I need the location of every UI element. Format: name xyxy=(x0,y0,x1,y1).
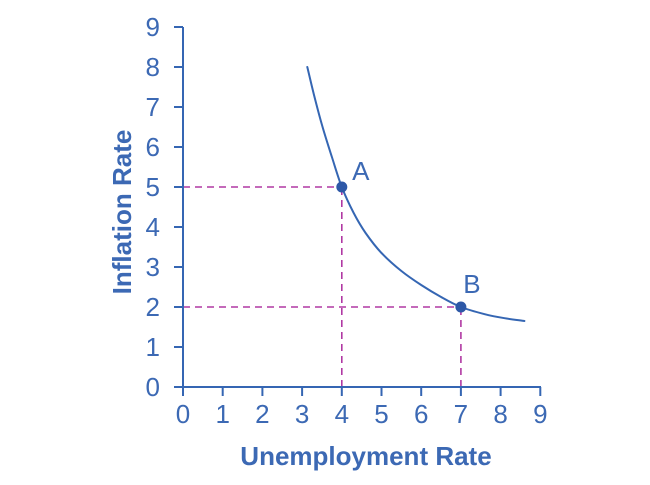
x-tick-label-6: 6 xyxy=(414,399,428,429)
point-A xyxy=(336,181,348,193)
y-tick-label-2: 2 xyxy=(146,292,160,322)
y-tick-label-3: 3 xyxy=(146,252,160,282)
x-tick-label-5: 5 xyxy=(374,399,388,429)
x-tick-label-9: 9 xyxy=(533,399,547,429)
y-tick-label-0: 0 xyxy=(146,372,160,402)
x-tick-label-2: 2 xyxy=(255,399,269,429)
y-tick-label-8: 8 xyxy=(146,52,160,82)
x-tick-label-1: 1 xyxy=(215,399,229,429)
x-tick-label-0: 0 xyxy=(176,399,190,429)
x-tick-label-4: 4 xyxy=(335,399,349,429)
y-tick-label-1: 1 xyxy=(146,332,160,362)
y-axis-title: Inflation Rate xyxy=(107,130,137,295)
y-tick-label-7: 7 xyxy=(146,92,160,122)
point-label-A: A xyxy=(352,156,370,186)
x-tick-label-8: 8 xyxy=(493,399,507,429)
point-label-B: B xyxy=(463,269,480,299)
x-tick-label-7: 7 xyxy=(454,399,468,429)
y-tick-label-5: 5 xyxy=(146,172,160,202)
y-tick-label-9: 9 xyxy=(146,12,160,42)
x-axis-title: Unemployment Rate xyxy=(240,441,491,471)
y-tick-label-6: 6 xyxy=(146,132,160,162)
y-tick-label-4: 4 xyxy=(146,212,160,242)
phillips-curve-0 xyxy=(306,66,526,322)
point-B xyxy=(455,301,467,313)
x-tick-label-3: 3 xyxy=(295,399,309,429)
